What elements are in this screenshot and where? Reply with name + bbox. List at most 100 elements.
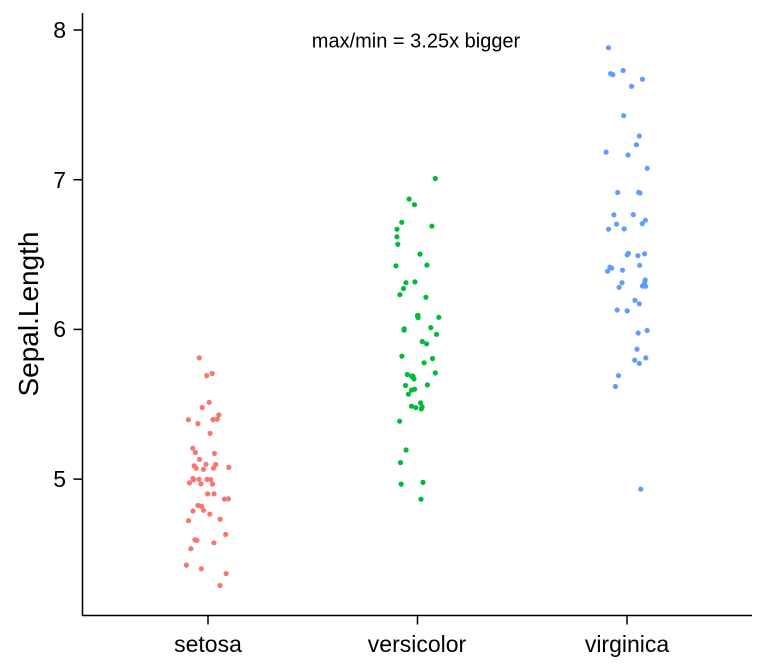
data-point-versicolor [399,219,405,225]
data-point-setosa [214,416,220,422]
data-point-virginica [625,152,631,158]
data-point-versicolor [408,403,415,409]
data-point-setosa [226,464,232,470]
data-point-setosa [223,531,229,538]
data-point-versicolor [423,294,429,300]
data-point-versicolor [436,314,442,320]
data-point-setosa [195,421,201,427]
data-point-virginica [605,45,612,51]
data-point-virginica [642,277,648,283]
data-point-setosa [221,496,227,502]
data-point-versicolor [418,496,424,502]
data-point-setosa [190,445,196,451]
data-point-setosa [209,370,215,377]
data-point-virginica [636,133,642,139]
data-point-virginica [611,212,617,218]
data-point-virginica [642,217,649,223]
data-point-versicolor [429,223,435,229]
data-point-virginica [637,262,643,268]
data-point-virginica [624,308,630,314]
data-point-setosa [194,537,200,543]
data-point-versicolor [395,241,401,247]
data-point-virginica [620,67,626,74]
data-point-setosa [211,540,217,546]
data-point-setosa [207,511,213,517]
data-point-versicolor [406,196,412,202]
data-point-versicolor [424,382,430,388]
data-point-virginica [635,330,641,336]
data-point-virginica [615,189,621,196]
data-point-virginica [632,297,638,303]
data-point-virginica [636,189,642,195]
data-point-versicolor [400,285,407,292]
data-point-versicolor [419,404,425,410]
data-point-versicolor [415,312,421,318]
y-tick-label-7: 7 [53,167,66,193]
data-point-setosa [207,430,213,436]
data-point-virginica [621,226,627,232]
annotation-text: max/min = 3.25x bigger [311,30,521,53]
data-point-setosa [216,412,222,418]
data-point-virginica [634,346,640,352]
data-point-setosa [217,582,223,589]
data-point-virginica [605,226,612,232]
data-point-versicolor [394,234,400,240]
data-point-versicolor [398,481,404,487]
data-point-virginica [624,252,630,258]
data-point-virginica [636,301,642,307]
data-point-setosa [190,508,196,514]
data-point-virginica [633,142,640,148]
data-point-versicolor [397,460,404,466]
data-point-setosa [204,373,210,379]
data-point-virginica [635,253,641,259]
data-point-setosa [191,463,197,469]
data-point-versicolor [417,400,424,406]
data-point-setosa [196,355,202,361]
data-point-versicolor [424,262,430,268]
data-point-setosa [192,449,198,456]
data-point-setosa [186,480,193,486]
data-point-versicolor [402,382,409,389]
data-point-setosa [198,481,204,487]
data-point-virginica [636,360,642,366]
data-point-setosa [196,456,202,462]
data-point-virginica [632,357,638,363]
data-point-setosa [200,466,207,472]
y-tick-label-5: 5 [53,466,66,492]
data-point-versicolor [393,263,399,269]
data-point-versicolor [428,325,434,331]
data-point-versicolor [424,341,430,347]
data-point-versicolor [405,391,411,397]
data-point-versicolor [397,418,403,424]
data-point-virginica [642,251,648,257]
data-point-versicolor [394,226,400,232]
y-tick-label-6: 6 [53,316,66,342]
data-point-versicolor [413,405,419,411]
data-point-virginica [612,383,619,390]
data-point-versicolor [403,280,409,286]
data-point-virginica [639,76,646,82]
data-point-setosa [191,477,197,483]
data-point-setosa [210,481,216,487]
data-point-setosa [199,404,205,411]
data-point-setosa [208,477,214,483]
data-point-virginica [616,284,622,290]
data-point-setosa [203,461,209,467]
data-point-setosa [198,566,204,572]
data-point-versicolor [408,387,415,393]
data-point-versicolor [433,331,440,337]
data-point-setosa [188,546,194,552]
data-point-versicolor [399,353,405,359]
data-point-versicolor [429,355,436,362]
data-point-setosa [225,496,231,502]
data-point-virginica [603,149,609,155]
data-point-virginica [609,265,615,271]
data-point-virginica [639,221,645,227]
data-point-versicolor [412,279,418,285]
data-point-versicolor [419,338,425,345]
data-point-virginica [629,83,635,89]
data-point-setosa [205,491,211,497]
data-point-setosa [210,417,216,423]
